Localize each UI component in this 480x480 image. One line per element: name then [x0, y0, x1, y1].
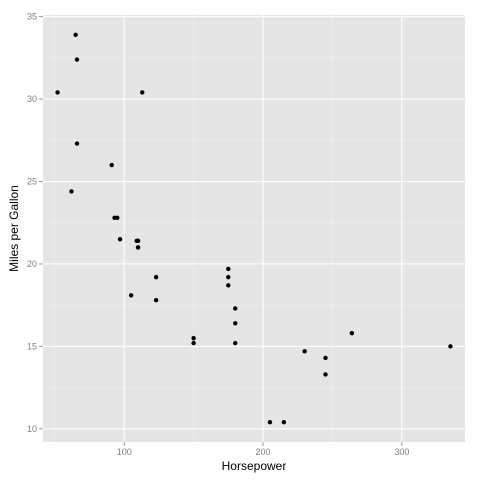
data-point: [134, 238, 139, 244]
data-point: [233, 306, 238, 311]
data-point: [448, 344, 453, 349]
data-point: [191, 335, 196, 341]
y-tick-label: 15: [27, 341, 37, 351]
y-tick-label: 20: [27, 259, 37, 269]
x-tick-label: 300: [394, 447, 409, 457]
x-tick-label: 100: [117, 447, 132, 457]
data-point: [302, 349, 307, 354]
data-point: [226, 283, 231, 288]
data-point: [267, 420, 273, 425]
data-point: [153, 298, 159, 303]
data-point: [128, 293, 134, 298]
data-point: [73, 32, 78, 37]
y-axis-title: Miles per Gallon: [7, 185, 21, 272]
data-point: [191, 340, 196, 346]
y-axis-ticks: 10 15 20 25 30 35: [27, 12, 43, 434]
x-tick-label: 200: [256, 447, 271, 457]
data-point: [226, 266, 231, 272]
y-tick-label: 30: [27, 94, 37, 104]
data-point: [153, 274, 159, 280]
data-point: [74, 57, 80, 62]
data-point: [69, 189, 74, 194]
data-point: [349, 330, 355, 336]
data-point: [226, 274, 231, 280]
data-points: [55, 32, 453, 425]
data-point: [233, 340, 238, 346]
data-point: [135, 245, 141, 250]
y-tick-label: 25: [27, 177, 37, 187]
plot-panel: [43, 15, 465, 442]
data-point: [74, 141, 80, 146]
data-point: [140, 90, 145, 95]
y-tick-label: 10: [27, 424, 37, 434]
data-point: [117, 237, 123, 242]
x-axis-ticks: 100 200 300: [117, 442, 409, 457]
data-point: [55, 90, 60, 95]
data-point: [233, 321, 238, 326]
y-tick-label: 35: [27, 12, 37, 22]
x-axis-title: Horsepower: [222, 459, 287, 473]
data-point: [281, 420, 287, 425]
data-point: [109, 162, 114, 168]
minor-gridlines: [43, 15, 465, 442]
data-point: [323, 372, 328, 377]
major-gridlines: [43, 15, 465, 442]
data-point: [323, 355, 328, 361]
data-point: [115, 215, 120, 220]
